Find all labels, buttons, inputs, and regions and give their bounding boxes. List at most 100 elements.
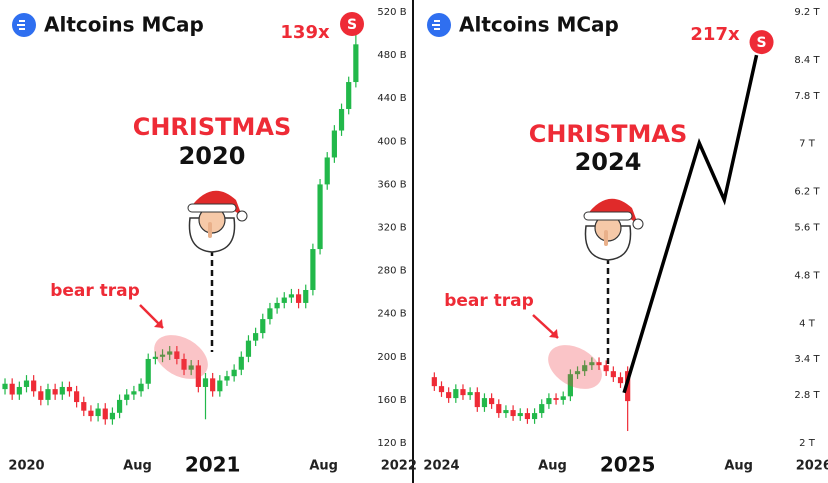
multiplier-label: 217x bbox=[690, 24, 740, 45]
candle bbox=[260, 313, 266, 339]
y-tick-label: 7 T bbox=[799, 139, 816, 150]
heading-year: 2024 bbox=[575, 148, 642, 176]
candle bbox=[267, 302, 273, 325]
candle bbox=[16, 381, 22, 400]
note: bear trap bbox=[444, 291, 534, 311]
candle-body bbox=[567, 374, 573, 397]
candle-body bbox=[2, 383, 8, 390]
candle bbox=[317, 179, 323, 255]
y-tick-label: 480 B bbox=[377, 50, 406, 61]
candle bbox=[539, 399, 545, 418]
candle bbox=[217, 375, 223, 397]
candle-body bbox=[539, 404, 545, 414]
candle-body bbox=[52, 389, 58, 395]
heading: CHRISTMAS bbox=[529, 120, 688, 148]
x-tick-label: Aug bbox=[309, 459, 338, 474]
y-tick-label: 520 B bbox=[377, 7, 406, 18]
token-icon-letter: S bbox=[756, 35, 766, 51]
candle bbox=[238, 351, 244, 376]
candle-body bbox=[81, 402, 87, 411]
candle-body bbox=[617, 377, 624, 384]
candle-body bbox=[109, 412, 116, 420]
candle-body bbox=[274, 302, 280, 309]
candle-body bbox=[188, 365, 194, 370]
y-tick-label: 6.2 T bbox=[794, 187, 820, 198]
trap-highlight bbox=[548, 345, 602, 389]
y-tick-label: 4.8 T bbox=[794, 270, 820, 281]
candle bbox=[295, 288, 302, 309]
candle-body bbox=[474, 392, 480, 408]
chart-title: Altcoins MCap bbox=[44, 13, 204, 37]
candle bbox=[567, 369, 573, 402]
candle bbox=[52, 383, 58, 400]
candle bbox=[202, 372, 209, 420]
heading-year: 2020 bbox=[179, 142, 246, 170]
candle bbox=[74, 385, 80, 408]
y-tick-label: 240 B bbox=[377, 309, 406, 320]
candle-body bbox=[582, 365, 588, 372]
candle-body bbox=[124, 394, 130, 400]
candle-body bbox=[281, 297, 287, 303]
x-tick-label: Aug bbox=[724, 459, 753, 474]
candle bbox=[496, 399, 502, 418]
candle bbox=[303, 284, 309, 309]
projection-line bbox=[622, 54, 759, 394]
candle-body bbox=[159, 354, 166, 357]
x-tick-label: Aug bbox=[538, 459, 567, 474]
candle bbox=[167, 346, 173, 361]
candle-body bbox=[553, 398, 559, 400]
candle-body bbox=[489, 398, 495, 405]
candle bbox=[560, 391, 566, 405]
y-tick-label: 2.8 T bbox=[794, 390, 820, 401]
candle-body bbox=[324, 157, 330, 185]
candle bbox=[589, 357, 595, 370]
candle-body bbox=[503, 410, 509, 414]
candle bbox=[531, 408, 538, 424]
candle bbox=[546, 393, 552, 409]
candle-body bbox=[460, 389, 466, 396]
candle bbox=[460, 384, 466, 400]
y-tick-label: 7.8 T bbox=[794, 91, 820, 102]
candle bbox=[503, 405, 509, 418]
candle-body bbox=[45, 389, 51, 400]
candle-body bbox=[446, 392, 452, 399]
candle-body bbox=[481, 398, 488, 408]
candle bbox=[95, 403, 101, 422]
x-tick-label: 2025 bbox=[600, 453, 656, 477]
candle bbox=[224, 370, 230, 386]
candle bbox=[181, 353, 187, 376]
santa-pompom bbox=[236, 210, 248, 222]
candle-body bbox=[195, 365, 201, 387]
candle bbox=[553, 393, 559, 405]
candle-body bbox=[574, 371, 581, 375]
candle bbox=[188, 360, 194, 376]
candle-body bbox=[546, 398, 552, 405]
candle bbox=[510, 405, 516, 421]
candle-body bbox=[16, 386, 22, 395]
candle-body bbox=[59, 386, 65, 395]
token-icon-letter: S bbox=[347, 17, 357, 33]
candle-body bbox=[102, 408, 108, 420]
candle bbox=[245, 335, 252, 363]
candle bbox=[524, 408, 531, 424]
candle-body bbox=[610, 371, 616, 378]
candle-body bbox=[346, 82, 352, 109]
candle-body bbox=[596, 362, 602, 366]
candle bbox=[467, 387, 473, 400]
candle bbox=[109, 407, 116, 425]
candle-body bbox=[74, 391, 80, 403]
note-arrow-head bbox=[154, 319, 163, 328]
x-tick-label: 2026 bbox=[796, 459, 828, 474]
note: bear trap bbox=[50, 281, 140, 301]
candle-body bbox=[95, 408, 101, 417]
candle bbox=[195, 360, 201, 393]
santa-hat bbox=[586, 198, 638, 224]
candle-body bbox=[295, 294, 302, 303]
y-tick-label: 360 B bbox=[377, 179, 406, 190]
token-icon bbox=[340, 12, 364, 36]
candle bbox=[145, 353, 151, 390]
candle-body bbox=[560, 396, 566, 400]
x-tick-label: 2022 bbox=[381, 459, 417, 474]
candle bbox=[453, 384, 459, 403]
chart-title: Altcoins MCap bbox=[459, 13, 619, 37]
